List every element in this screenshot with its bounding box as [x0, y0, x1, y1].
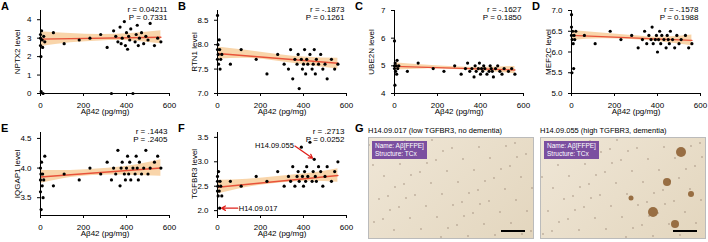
svg-text:0: 0: [569, 101, 574, 110]
html-text:Structure: TCx: Structure: TCx: [547, 150, 589, 157]
svg-text:Aβ42 (pg/mg): Aβ42 (pg/mg): [258, 107, 307, 116]
svg-text:4.0: 4.0: [20, 163, 32, 173]
svg-text:Aβ42 (pg/mg): Aβ42 (pg/mg): [612, 107, 661, 116]
svg-text:0: 0: [215, 101, 220, 110]
svg-text:2.5: 2.5: [197, 181, 209, 191]
svg-text:600: 600: [340, 223, 354, 232]
svg-text:600: 600: [340, 101, 354, 110]
svg-text:4: 4: [381, 89, 386, 98]
svg-text:8.0: 8.0: [197, 40, 209, 50]
svg-text:6.5: 6.5: [551, 26, 563, 36]
svg-text:Aβ42 (pg/mg): Aβ42 (pg/mg): [81, 229, 130, 238]
svg-text:1: 1: [27, 71, 32, 80]
svg-text:600: 600: [694, 101, 708, 110]
svg-text:H14.09.017: H14.09.017: [239, 204, 278, 213]
svg-text:600: 600: [517, 101, 531, 110]
svg-text:6.0: 6.0: [551, 47, 563, 57]
svg-text:0: 0: [38, 223, 43, 232]
svg-text:3.5: 3.5: [20, 193, 32, 203]
svg-text:4: 4: [27, 15, 32, 24]
html-text:F: F: [178, 122, 185, 134]
html-text:G H14.09.017 (low TGFBR3, no d: G H14.09.017 (low TGFBR3, no dementia): [355, 122, 503, 135]
svg-text:7.0: 7.0: [551, 6, 563, 15]
svg-text:NPTX2 level: NPTX2 level: [13, 30, 22, 75]
svg-text:Aβ42 (pg/mg): Aβ42 (pg/mg): [258, 229, 307, 238]
svg-text:r = -.1627P = 0.1850: r = -.1627P = 0.1850: [483, 5, 522, 22]
svg-text:0: 0: [215, 223, 220, 232]
html-text:Name: Aβ[FFPE]: Name: Aβ[FFPE]: [375, 142, 424, 149]
svg-text:r = 0.04211P = 0.7331: r = 0.04211P = 0.7331: [127, 5, 168, 22]
svg-text:IQGAP1 level: IQGAP1 level: [13, 150, 22, 199]
svg-text:r = .1443P = .2405: r = .1443P = .2405: [133, 127, 168, 144]
svg-text:MEF2C level: MEF2C level: [544, 29, 553, 75]
svg-text:0: 0: [38, 101, 43, 110]
svg-text:7.0: 7.0: [197, 89, 209, 98]
html-text:C: C: [355, 0, 363, 12]
svg-text:TGFBR3 level: TGFBR3 level: [190, 149, 199, 199]
svg-text:0: 0: [392, 101, 397, 110]
html-text:Structure: TCx: Structure: TCx: [375, 150, 417, 157]
svg-text:3.0: 3.0: [197, 157, 209, 167]
svg-text:600: 600: [163, 101, 177, 110]
svg-text:Aβ42 (pg/mg): Aβ42 (pg/mg): [81, 107, 130, 116]
svg-text:5: 5: [381, 61, 386, 70]
svg-text:3.5: 3.5: [197, 133, 209, 142]
svg-text:600: 600: [163, 223, 177, 232]
html-text:Name: Aβ[FFPE]: Name: Aβ[FFPE]: [547, 142, 596, 149]
svg-text:H14.09.055: H14.09.055: [255, 141, 294, 150]
svg-text:8.5: 8.5: [197, 16, 209, 25]
svg-text:r = -.1578P = 0.1988: r = -.1578P = 0.1988: [660, 5, 699, 22]
svg-text:5.5: 5.5: [551, 68, 563, 78]
svg-text:3: 3: [27, 34, 32, 43]
svg-text:r = .2713P = 0.0252: r = .2713P = 0.0252: [306, 127, 345, 144]
svg-text:2.0: 2.0: [197, 206, 209, 215]
html-text:B: B: [178, 0, 186, 12]
html-text:E: E: [1, 122, 9, 134]
svg-text:RTN1 level: RTN1 level: [190, 32, 199, 72]
svg-text:4.5: 4.5: [20, 134, 32, 143]
svg-text:6: 6: [381, 34, 386, 43]
svg-text:7: 7: [381, 6, 386, 15]
svg-text:7.5: 7.5: [197, 64, 209, 74]
svg-text:5.0: 5.0: [551, 89, 563, 98]
html-text:A: A: [1, 0, 9, 12]
svg-text:Aβ42 (pg/mg): Aβ42 (pg/mg): [435, 107, 484, 116]
svg-text:r = -.1873P = 0.1261: r = -.1873P = 0.1261: [306, 5, 345, 22]
svg-text:0: 0: [27, 89, 32, 98]
html-text:D: D: [532, 0, 540, 12]
html-text:H14.09.055 (high TGFBR3, demen: H14.09.055 (high TGFBR3, dementia): [540, 126, 667, 135]
svg-text:2: 2: [27, 52, 32, 61]
svg-text:UBE2N level: UBE2N level: [367, 29, 376, 75]
